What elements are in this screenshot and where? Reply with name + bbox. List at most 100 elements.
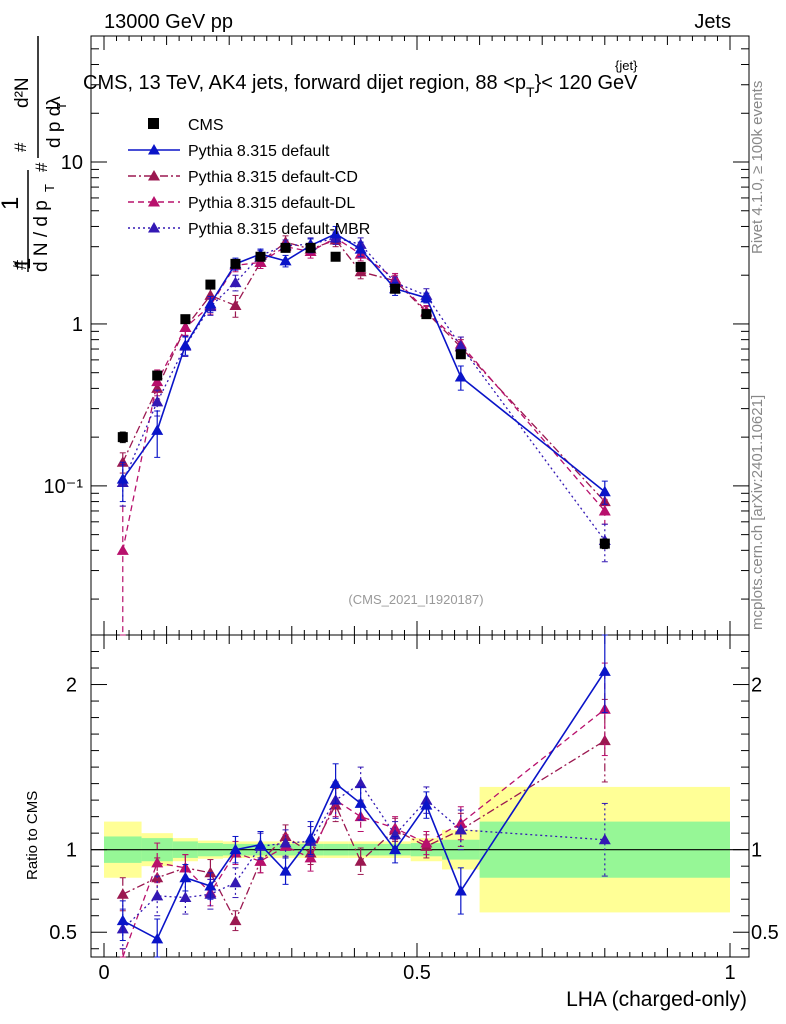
legend-marker-dl xyxy=(148,196,160,207)
legend-marker-default xyxy=(148,144,160,155)
ratio-default-point xyxy=(254,838,267,850)
main-default-point xyxy=(598,485,611,497)
main-mbr-point xyxy=(229,276,242,288)
ratio-panel: 0 0.5 1 0.5 0.5 1 1 2 2 xyxy=(49,634,779,984)
ratio-default-point xyxy=(598,665,611,676)
ratio-y-axis-label: Ratio to CMS xyxy=(24,791,41,880)
main-y-axis-formula: # 1 d N / d p T # d²N d p dλ T # xyxy=(0,36,69,272)
chart-title-main: CMS, 13 TeV, AK4 jets, forward dijet reg… xyxy=(83,72,526,94)
legend-marker-mbr xyxy=(148,222,160,233)
chart-title-tail: }< 120 GeV xyxy=(535,72,639,94)
ratio-mbr-point xyxy=(179,891,192,903)
ratio-default-point xyxy=(420,799,433,810)
y-tick-label: 10 xyxy=(61,152,83,174)
legend-label-default: Pythia 8.315 default xyxy=(188,143,330,160)
ratio-frame xyxy=(90,634,750,958)
ratio-default-point xyxy=(389,843,402,855)
ratio-cd-point xyxy=(598,734,611,746)
main-cms-point xyxy=(355,261,366,272)
main-cd-point xyxy=(229,299,242,310)
main-dl-point xyxy=(116,544,129,555)
ratio-default-point xyxy=(329,777,342,789)
series-layer xyxy=(116,225,611,958)
main-mbr-point xyxy=(454,340,467,351)
main-default-point xyxy=(204,297,217,309)
analysis-watermark: (CMS_2021_I1920187) xyxy=(348,592,483,607)
ratio-mbr-point xyxy=(229,876,242,888)
ratio-cd-point xyxy=(354,855,367,866)
energy-label: 13000 GeV pp xyxy=(104,11,233,33)
main-default-point xyxy=(329,227,342,239)
ratio-y-tick-label-left: 1 xyxy=(66,840,77,862)
ratio-mbr-point xyxy=(454,823,467,835)
y-tick-label: 1 xyxy=(72,314,83,336)
ratio-cd-point xyxy=(204,866,217,878)
y-tick-label: 10⁻¹ xyxy=(44,476,84,498)
ratio-dl-point xyxy=(254,855,267,866)
y-label-pt-sub-1: T xyxy=(42,184,57,192)
ratio-cd-line xyxy=(122,740,606,923)
main-cms-point xyxy=(152,370,163,381)
main-default-point xyxy=(279,254,292,266)
main-cms-point xyxy=(330,251,341,262)
ratio-default-point xyxy=(116,914,129,926)
legend-label-dl: Pythia 8.315 default-DL xyxy=(188,195,355,212)
legend-label-cd: Pythia 8.315 default-CD xyxy=(188,169,358,186)
main-cms-point xyxy=(305,242,316,253)
main-mbr-line xyxy=(122,237,606,541)
ratio-y-tick-label-right: 0.5 xyxy=(751,922,779,944)
y-label-fraction-top: 1 xyxy=(0,197,24,210)
legend-marker-cd xyxy=(148,170,160,181)
ratio-y-tick-label-left: 0.5 xyxy=(49,922,77,944)
main-mbr-point xyxy=(151,395,164,407)
main-cd-line xyxy=(122,239,606,503)
main-default-point xyxy=(454,371,467,382)
ratio-mbr-point xyxy=(279,837,292,848)
main-cms-point xyxy=(117,432,128,443)
main-cms-point xyxy=(205,279,216,290)
ratio-dl-point xyxy=(454,817,467,828)
ratio-default-point xyxy=(304,832,317,843)
main-default-point xyxy=(179,339,192,350)
ratio-default-point xyxy=(179,871,192,883)
y-label-hash-3: # xyxy=(11,142,30,152)
ratio-dl-point xyxy=(304,851,317,863)
y-label-pt-sub-2: T xyxy=(54,102,69,110)
main-cms-point xyxy=(230,258,241,269)
x-tick-label: 0.5 xyxy=(403,962,431,984)
main-cms-point xyxy=(180,314,191,325)
ratio-default-point xyxy=(229,843,242,855)
main-default-point xyxy=(354,243,367,254)
chart-title-sup: {jet} xyxy=(615,58,638,73)
main-cd-point xyxy=(116,456,129,467)
ratio-y-tick-label-left: 2 xyxy=(66,675,77,697)
ratio-cd-point xyxy=(229,914,242,926)
legend-label-mbr: Pythia 8.315 default-MBR xyxy=(188,221,370,238)
ratio-default-point xyxy=(151,932,164,944)
main-dl-point xyxy=(179,321,192,333)
y-label-hash-1: # xyxy=(10,260,30,270)
main-cms-point xyxy=(455,349,466,360)
main-cms-point xyxy=(599,538,610,549)
main-dl-point xyxy=(598,504,611,516)
y-label-hash-2: # xyxy=(32,162,51,172)
ratio-default-point xyxy=(279,865,292,876)
legend: CMS Pythia 8.315 default Pythia 8.315 defa… xyxy=(128,117,370,238)
ratio-y-tick-label-right: 2 xyxy=(751,675,762,697)
main-default-point xyxy=(116,473,129,484)
rivet-label: Rivet 4.1.0, ≥ 100k events xyxy=(749,81,766,254)
ratio-default-point xyxy=(354,797,367,808)
source-label: mcplots.cern.ch [arXiv:2401.10621] xyxy=(749,395,766,630)
ratio-cd-point xyxy=(116,888,129,899)
y-label-fraction-bottom: d N / d p xyxy=(31,200,52,272)
legend-label-cms: CMS xyxy=(188,117,224,134)
x-tick-label: 1 xyxy=(724,962,735,984)
category-label: Jets xyxy=(694,11,731,33)
y-label-d2n: d²N xyxy=(12,77,33,108)
x-axis-label: LHA (charged-only) xyxy=(566,988,747,1011)
ratio-dl-point xyxy=(151,856,164,868)
ratio-mbr-point xyxy=(151,889,164,901)
chart-title: CMS, 13 TeV, AK4 jets, forward dijet reg… xyxy=(83,72,638,100)
ratio-mbr-point xyxy=(354,777,367,789)
y-label-dpt-dlambda: d p dλ xyxy=(44,96,65,148)
